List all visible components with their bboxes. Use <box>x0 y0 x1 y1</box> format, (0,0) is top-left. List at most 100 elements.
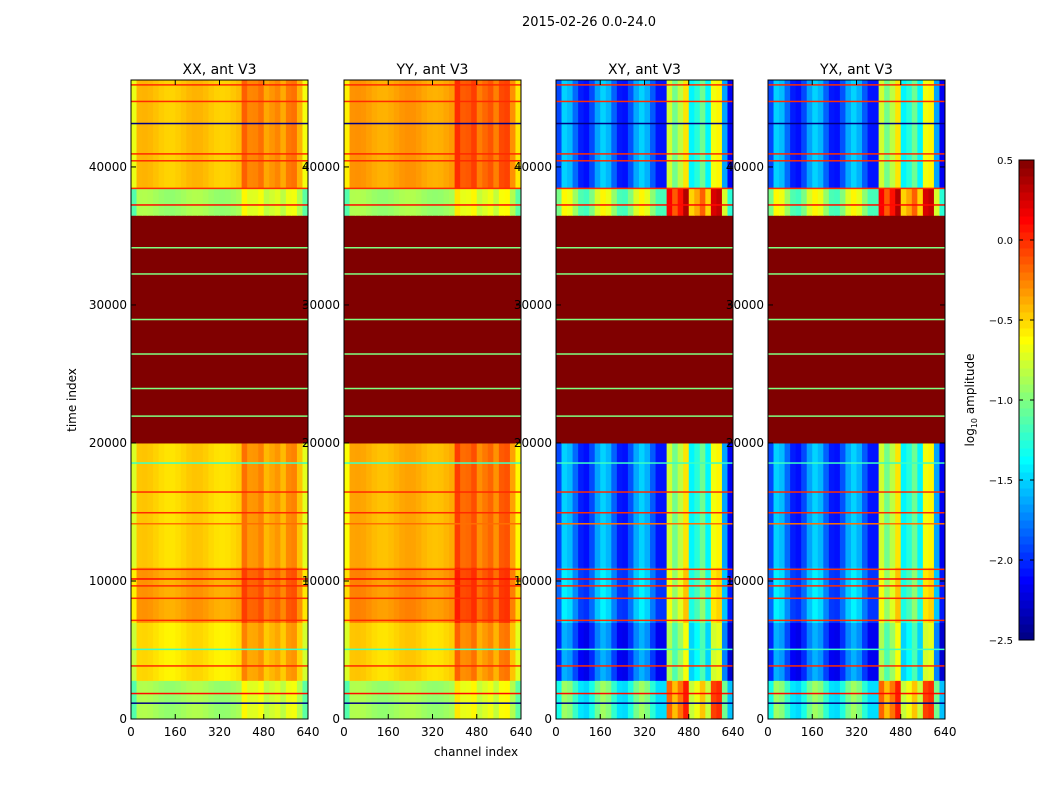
heatmap-cell <box>263 215 270 444</box>
flagged-time-line <box>344 523 521 525</box>
heatmap-cell <box>801 80 808 189</box>
heatmap-cell <box>393 215 400 444</box>
heatmap-cell <box>388 567 395 623</box>
heatmap-cell <box>850 442 857 568</box>
heatmap-cell <box>850 622 857 681</box>
flagged-time-line <box>131 100 308 103</box>
heatmap-cell <box>600 215 607 444</box>
heatmap-cell <box>567 567 574 623</box>
heatmap-cell <box>291 215 298 444</box>
heatmap-cell <box>208 567 215 623</box>
heatmap-cell <box>716 567 723 623</box>
heatmap-cell <box>191 442 198 568</box>
heatmap-cell <box>302 80 309 189</box>
heatmap-cell <box>180 80 187 189</box>
heatmap-cell <box>600 622 607 681</box>
flagged-time-line <box>344 491 521 493</box>
heatmap-cell <box>683 622 690 681</box>
heatmap-cell <box>933 80 940 189</box>
flagged-time-line <box>768 100 945 103</box>
heatmap-cell <box>404 622 411 681</box>
heatmap-cell <box>790 215 797 444</box>
heatmap-cell <box>349 215 356 444</box>
heatmap-cell <box>828 622 835 681</box>
flagged-time-line <box>344 692 521 695</box>
heatmap-cell <box>164 680 171 720</box>
heatmap-cell <box>801 680 808 720</box>
heatmap-cell <box>443 187 450 216</box>
heatmap-cell <box>213 442 220 568</box>
heatmap-cell <box>449 80 456 189</box>
heatmap-cell <box>661 215 668 444</box>
heatmap-cell <box>147 567 154 623</box>
heatmap-cell <box>366 567 373 623</box>
heatmap-cell <box>889 680 896 720</box>
heatmap-cell <box>727 215 734 444</box>
heatmap-cell <box>578 680 585 720</box>
heatmap-cell <box>382 567 389 623</box>
heatmap-cell <box>638 215 645 444</box>
heatmap-cell <box>661 80 668 189</box>
heatmap-cell <box>583 80 590 189</box>
heatmap-cell <box>509 215 516 444</box>
colorbar-segment <box>1019 280 1034 289</box>
heatmap-cell <box>219 442 226 568</box>
heatmap-cell <box>699 680 706 720</box>
heatmap-cell <box>688 80 695 189</box>
heatmap-cell <box>567 187 574 216</box>
heatmap-cell <box>716 680 723 720</box>
flagged-time-line <box>344 415 521 417</box>
flagged-time-line <box>131 353 308 355</box>
heatmap-cell <box>471 680 478 720</box>
heatmap-cell <box>504 567 511 623</box>
heatmap-cell <box>388 680 395 720</box>
heatmap-cell <box>873 442 880 568</box>
heatmap-cell <box>611 622 618 681</box>
heatmap-cell <box>806 622 813 681</box>
heatmap-cell <box>600 187 607 216</box>
heatmap-cell <box>768 187 775 216</box>
heatmap-cell <box>443 680 450 720</box>
heatmap-cell <box>939 680 946 720</box>
y-tick-label: 40000 <box>514 160 552 174</box>
heatmap-cell <box>366 215 373 444</box>
heatmap-cell <box>454 622 461 681</box>
heatmap-cell <box>699 442 706 568</box>
heatmap-cell <box>589 215 596 444</box>
heatmap-cell <box>269 622 276 681</box>
colorbar-segment <box>1019 480 1034 489</box>
heatmap-cell <box>710 680 717 720</box>
heatmap-cell <box>594 622 601 681</box>
heatmap-cell <box>175 680 182 720</box>
heatmap-cell <box>666 80 673 189</box>
flagged-time-line <box>344 578 521 580</box>
heatmap-cell <box>344 442 351 568</box>
heatmap-cell <box>839 80 846 189</box>
heatmap-cell <box>285 622 292 681</box>
heatmap-cell <box>727 442 734 568</box>
heatmap-cell <box>773 442 780 568</box>
heatmap-cell <box>164 567 171 623</box>
heatmap-cell <box>889 80 896 189</box>
heatmap-cell <box>504 680 511 720</box>
heatmap-cell <box>180 215 187 444</box>
heatmap-cell <box>694 442 701 568</box>
heatmap-cell <box>382 80 389 189</box>
heatmap-cell <box>465 442 472 568</box>
heatmap-cell <box>399 680 406 720</box>
heatmap-cell <box>727 622 734 681</box>
heatmap-cell <box>410 680 417 720</box>
heatmap-cell <box>382 680 389 720</box>
heatmap-cell <box>801 187 808 216</box>
heatmap-cell <box>225 80 232 189</box>
heatmap-cell <box>208 187 215 216</box>
flagged-time-line <box>344 665 521 667</box>
heatmap-cell <box>839 215 846 444</box>
heatmap-cell <box>611 442 618 568</box>
heatmap-cell <box>131 622 138 681</box>
heatmap-cell <box>399 622 406 681</box>
heatmap-cell <box>142 567 149 623</box>
heatmap-cell <box>360 622 367 681</box>
colorbar-segment <box>1019 584 1034 593</box>
heatmap-cell <box>296 187 303 216</box>
